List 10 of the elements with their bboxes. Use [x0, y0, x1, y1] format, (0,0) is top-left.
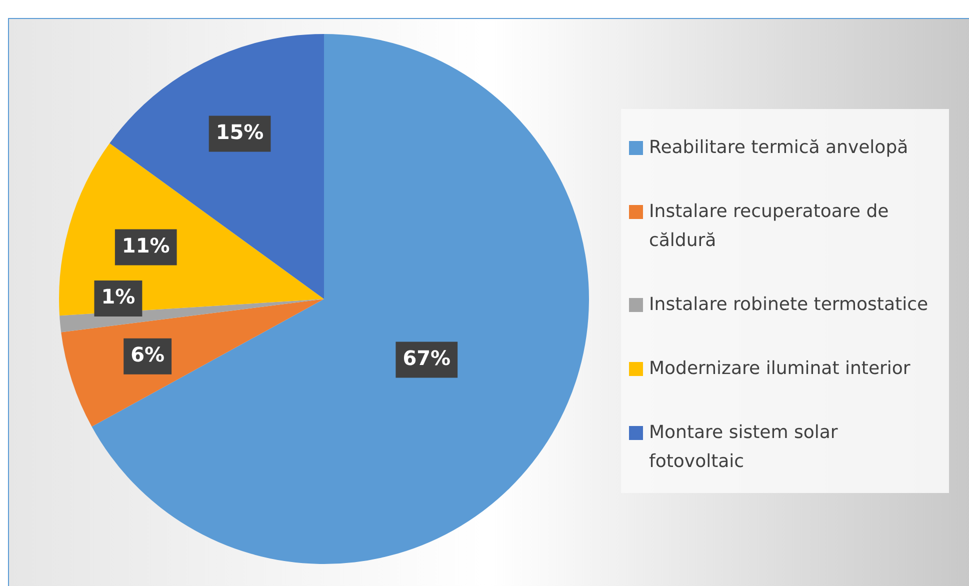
data-label: 6%	[130, 342, 165, 367]
data-label: 15%	[216, 120, 264, 144]
legend-label: Reabilitare termică anvelopă	[649, 136, 908, 160]
legend-label: Montare sistem solar fotovoltaic	[649, 420, 839, 474]
legend-label: Instalare recuperatoare de căldură	[649, 200, 890, 252]
legend-label: Instalare robinete termostatice	[649, 292, 928, 316]
data-label: 11%	[122, 233, 170, 258]
data-label: 67%	[402, 346, 451, 370]
data-label: 1%	[101, 284, 136, 309]
legend-label: Modernizare iluminat interior	[649, 356, 910, 380]
